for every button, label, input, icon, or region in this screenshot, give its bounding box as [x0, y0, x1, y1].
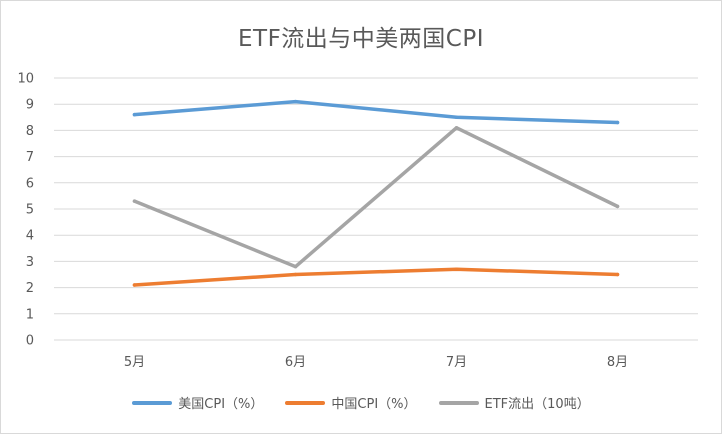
- legend-swatch: [438, 400, 479, 405]
- data-point: [132, 283, 137, 287]
- legend-item: ETF流出（10吨）: [438, 393, 590, 412]
- data-point: [454, 126, 459, 130]
- y-tick-label: 5: [26, 203, 34, 218]
- x-tick-label: 5月: [124, 355, 145, 370]
- data-point: [293, 99, 298, 104]
- data-point: [454, 115, 459, 120]
- y-tick-label: 0: [26, 334, 34, 349]
- x-tick-label: 6月: [285, 355, 306, 370]
- data-point: [454, 267, 459, 272]
- legend: 美国CPI（%） 中国CPI（%） ETF流出（10吨）: [1, 393, 721, 412]
- x-tick-label: 7月: [446, 355, 467, 370]
- legend-label: 美国CPI（%）: [178, 397, 264, 412]
- legend-swatch: [285, 400, 326, 405]
- y-tick-label: 6: [26, 176, 34, 191]
- legend-label: 中国CPI（%）: [331, 397, 417, 412]
- data-point: [615, 204, 620, 209]
- y-tick-label: 2: [26, 281, 34, 296]
- y-tick-label: 8: [26, 124, 34, 139]
- y-tick-label: 1: [26, 307, 34, 322]
- gridlines: [54, 77, 698, 341]
- y-tick-label: 10: [17, 72, 34, 87]
- y-tick-label: 7: [26, 150, 34, 165]
- series-line: [132, 126, 620, 269]
- legend-item: 美国CPI（%）: [132, 393, 263, 412]
- legend-swatch: [132, 400, 173, 405]
- data-point: [132, 199, 137, 203]
- data-point: [293, 264, 298, 269]
- data-point: [615, 272, 620, 277]
- series-line: [132, 267, 620, 287]
- series-lines: [132, 99, 620, 287]
- data-point: [615, 120, 620, 125]
- y-tick-label: 3: [26, 255, 34, 270]
- x-axis-ticks: 5月 6月 7月 8月: [124, 355, 628, 370]
- y-axis-ticks: 0 1 2 3 4 5 6 7 8 9 10: [17, 72, 34, 349]
- chart-title: ETF流出与中美两国CPI: [237, 26, 485, 52]
- y-tick-label: 9: [26, 98, 34, 113]
- series-line: [132, 99, 620, 125]
- y-tick-label: 4: [26, 229, 34, 244]
- data-point: [132, 112, 137, 117]
- legend-item: 中国CPI（%）: [285, 393, 417, 412]
- data-point: [293, 272, 298, 277]
- legend-label: ETF流出（10吨）: [484, 397, 590, 412]
- x-tick-label: 8月: [607, 355, 628, 370]
